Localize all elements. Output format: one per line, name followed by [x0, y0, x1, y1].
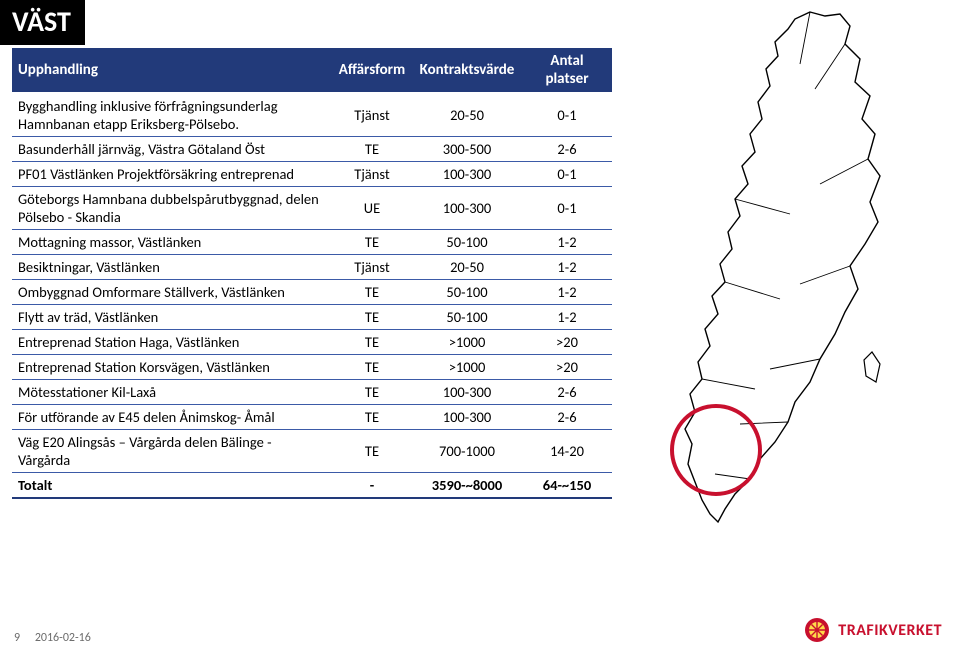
table-header-row: Upphandling Affärsform Kontraktsvärde An… [12, 48, 612, 93]
cell-kontraktsvarde: 20-50 [412, 255, 522, 280]
slide: VÄST Upphandling Affärsform Kontraktsvär… [0, 0, 960, 659]
cell-affarsform: TE [332, 380, 412, 405]
table-row: Flytt av träd, VästlänkenTE50-1001-2 [12, 305, 612, 330]
table-row: Entreprenad Station Korsvägen, Västlänke… [12, 355, 612, 380]
cell-affarsform: Tjänst [332, 93, 412, 137]
cell-kontraktsvarde: 700-1000 [412, 430, 522, 473]
total-kv: 3590-~8000 [412, 473, 522, 499]
cell-affarsform: TE [332, 137, 412, 162]
cell-affarsform: Tjänst [332, 255, 412, 280]
cell-affarsform: TE [332, 280, 412, 305]
table-row: PF01 Västlänken Projektförsäkring entrep… [12, 162, 612, 187]
cell-antal-platser: 1-2 [522, 255, 612, 280]
cell-kontraktsvarde: 100-300 [412, 405, 522, 430]
trafikverket-logo: TRAFIKVERKET [804, 617, 942, 643]
cell-antal-platser: 0-1 [522, 187, 612, 230]
table-row: Entreprenad Station Haga, VästlänkenTE>1… [12, 330, 612, 355]
cell-antal-platser: 0-1 [522, 93, 612, 137]
cell-affarsform: TE [332, 405, 412, 430]
cell-kontraktsvarde: 20-50 [412, 93, 522, 137]
table-row: Mötesstationer Kil-LaxåTE100-3002-6 [12, 380, 612, 405]
map-svg [640, 4, 940, 564]
footer-date: 2016-02-16 [35, 631, 91, 645]
cell-kontraktsvarde: 100-300 [412, 162, 522, 187]
logo-text: TRAFIKVERKET [838, 621, 942, 640]
table-row: Ombyggnad Omformare Ställverk, Västlänke… [12, 280, 612, 305]
table-row: Basunderhåll järnväg, Västra Götaland Ös… [12, 137, 612, 162]
cell-upphandling: Besiktningar, Västlänken [12, 255, 332, 280]
table-row: Mottagning massor, VästlänkenTE50-1001-2 [12, 230, 612, 255]
table-row: För utförande av E45 delen Ånimskog- Åmå… [12, 405, 612, 430]
cell-upphandling: Bygghandling inklusive förfrågningsunder… [12, 93, 332, 137]
table: Upphandling Affärsform Kontraktsvärde An… [12, 48, 612, 499]
table-row: Göteborgs Hamnbana dubbelspårutbyggnad, … [12, 187, 612, 230]
cell-upphandling: Basunderhåll järnväg, Västra Götaland Ös… [12, 137, 332, 162]
col-antal-platser: Antal platser [522, 48, 612, 93]
cell-affarsform: TE [332, 230, 412, 255]
cell-kontraktsvarde: 100-300 [412, 187, 522, 230]
cell-affarsform: TE [332, 305, 412, 330]
cell-upphandling: För utförande av E45 delen Ånimskog- Åmå… [12, 405, 332, 430]
cell-kontraktsvarde: 50-100 [412, 230, 522, 255]
cell-kontraktsvarde: 50-100 [412, 305, 522, 330]
cell-kontraktsvarde: 100-300 [412, 380, 522, 405]
cell-kontraktsvarde: 50-100 [412, 280, 522, 305]
cell-kontraktsvarde: >1000 [412, 355, 522, 380]
cell-upphandling: Flytt av träd, Västlänken [12, 305, 332, 330]
total-ap: 64-~150 [522, 473, 612, 499]
total-aff: - [332, 473, 412, 499]
sweden-map [640, 4, 940, 564]
col-affarsform: Affärsform [332, 48, 412, 93]
cell-kontraktsvarde: >1000 [412, 330, 522, 355]
region-title: VÄST [0, 0, 85, 45]
cell-antal-platser: 2-6 [522, 137, 612, 162]
cell-upphandling: Göteborgs Hamnbana dubbelspårutbyggnad, … [12, 187, 332, 230]
col-kontraktsvarde: Kontraktsvärde [412, 48, 522, 93]
table-total-row: Totalt - 3590-~8000 64-~150 [12, 473, 612, 499]
footer: 9 2016-02-16 [14, 631, 91, 645]
table-row: Väg E20 Alingsås – Vårgårda delen Bäling… [12, 430, 612, 473]
cell-antal-platser: 1-2 [522, 305, 612, 330]
cell-affarsform: UE [332, 187, 412, 230]
col-upphandling: Upphandling [12, 48, 332, 93]
cell-upphandling: Entreprenad Station Korsvägen, Västlänke… [12, 355, 332, 380]
page-number: 9 [14, 631, 20, 645]
cell-antal-platser: 14-20 [522, 430, 612, 473]
table-body: Bygghandling inklusive förfrågningsunder… [12, 93, 612, 473]
table-row: Bygghandling inklusive förfrågningsunder… [12, 93, 612, 137]
cell-antal-platser: >20 [522, 330, 612, 355]
cell-upphandling: Mottagning massor, Västlänken [12, 230, 332, 255]
cell-affarsform: TE [332, 430, 412, 473]
logo-icon [804, 617, 830, 643]
cell-antal-platser: 1-2 [522, 280, 612, 305]
cell-antal-platser: 0-1 [522, 162, 612, 187]
cell-affarsform: TE [332, 355, 412, 380]
cell-upphandling: Ombyggnad Omformare Ställverk, Västlänke… [12, 280, 332, 305]
cell-affarsform: TE [332, 330, 412, 355]
cell-upphandling: Entreprenad Station Haga, Västlänken [12, 330, 332, 355]
total-label: Totalt [12, 473, 332, 499]
cell-antal-platser: 1-2 [522, 230, 612, 255]
cell-kontraktsvarde: 300-500 [412, 137, 522, 162]
sweden-outline [685, 12, 880, 522]
cell-upphandling: Mötesstationer Kil-Laxå [12, 380, 332, 405]
cell-antal-platser: 2-6 [522, 405, 612, 430]
gotland-outline [864, 352, 880, 382]
cell-upphandling: Väg E20 Alingsås – Vårgårda delen Bäling… [12, 430, 332, 473]
cell-antal-platser: >20 [522, 355, 612, 380]
cell-affarsform: Tjänst [332, 162, 412, 187]
procurement-table: Upphandling Affärsform Kontraktsvärde An… [12, 48, 612, 499]
cell-antal-platser: 2-6 [522, 380, 612, 405]
cell-upphandling: PF01 Västlänken Projektförsäkring entrep… [12, 162, 332, 187]
table-row: Besiktningar, VästlänkenTjänst20-501-2 [12, 255, 612, 280]
